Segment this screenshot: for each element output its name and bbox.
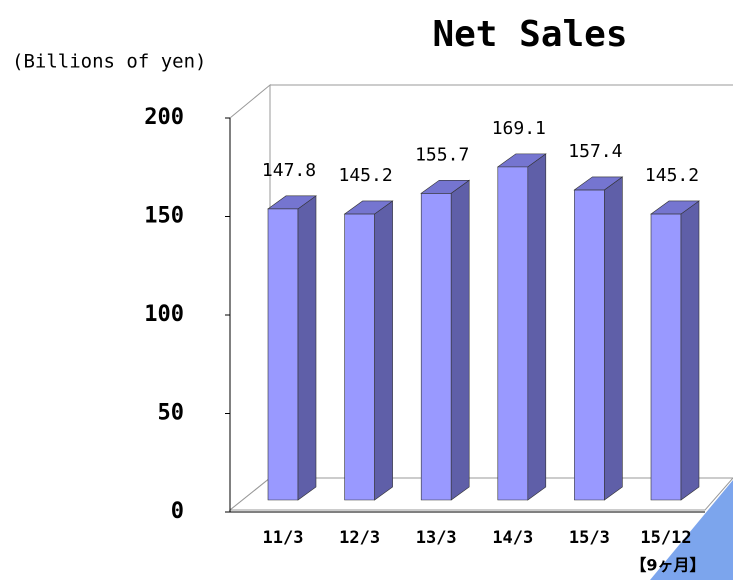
- bar-top: [343, 200, 394, 215]
- bar-top: [420, 179, 471, 194]
- value-label: 147.8: [262, 160, 316, 181]
- y-tick-label: 150: [144, 204, 184, 229]
- bar: [650, 200, 700, 501]
- bar: [343, 200, 394, 501]
- y-tick-label: 100: [144, 302, 184, 327]
- y-axis-label: (Billions of yen): [12, 51, 206, 73]
- bar: [496, 153, 547, 501]
- bar-top: [573, 176, 624, 191]
- bar-front: [267, 208, 299, 501]
- bar: [573, 176, 624, 501]
- bar-side: [374, 200, 393, 501]
- bar-front: [574, 189, 605, 501]
- bar-side: [450, 179, 470, 501]
- bar: [267, 195, 317, 501]
- chart-title: Net Sales: [432, 14, 627, 55]
- value-label: 145.2: [645, 165, 699, 186]
- bar-side: [680, 200, 700, 501]
- bar-front: [420, 192, 452, 501]
- x-tick-label: 13/3: [416, 528, 457, 548]
- bar-side: [604, 176, 623, 501]
- x-tick-label: 14/3: [492, 528, 533, 548]
- bar-front: [650, 213, 682, 501]
- x-tick-label: 15/12: [640, 528, 691, 548]
- bar-front: [497, 166, 529, 501]
- y-tick-label: 50: [158, 401, 185, 426]
- bar-side: [527, 153, 547, 501]
- x-tick-label: 12/3: [339, 528, 380, 548]
- side-wall: [229, 83, 271, 512]
- bar-top: [650, 200, 700, 215]
- bar: [420, 179, 471, 501]
- x-tick-label: 11/3: [263, 528, 304, 548]
- bar-top: [267, 195, 317, 210]
- corner-decoration: [650, 480, 733, 580]
- y-tick-label: 0: [171, 499, 184, 524]
- bar-front: [344, 213, 375, 501]
- bar-top: [496, 153, 547, 168]
- value-label: 145.2: [339, 165, 393, 186]
- y-tick-label: 200: [144, 105, 184, 130]
- annotation: 【9ヶ月】: [630, 556, 705, 575]
- x-tick-label: 15/3: [569, 528, 610, 548]
- value-label: 155.7: [415, 144, 469, 165]
- value-label: 157.4: [568, 141, 622, 162]
- bar-side: [297, 195, 317, 501]
- value-label: 169.1: [492, 118, 546, 139]
